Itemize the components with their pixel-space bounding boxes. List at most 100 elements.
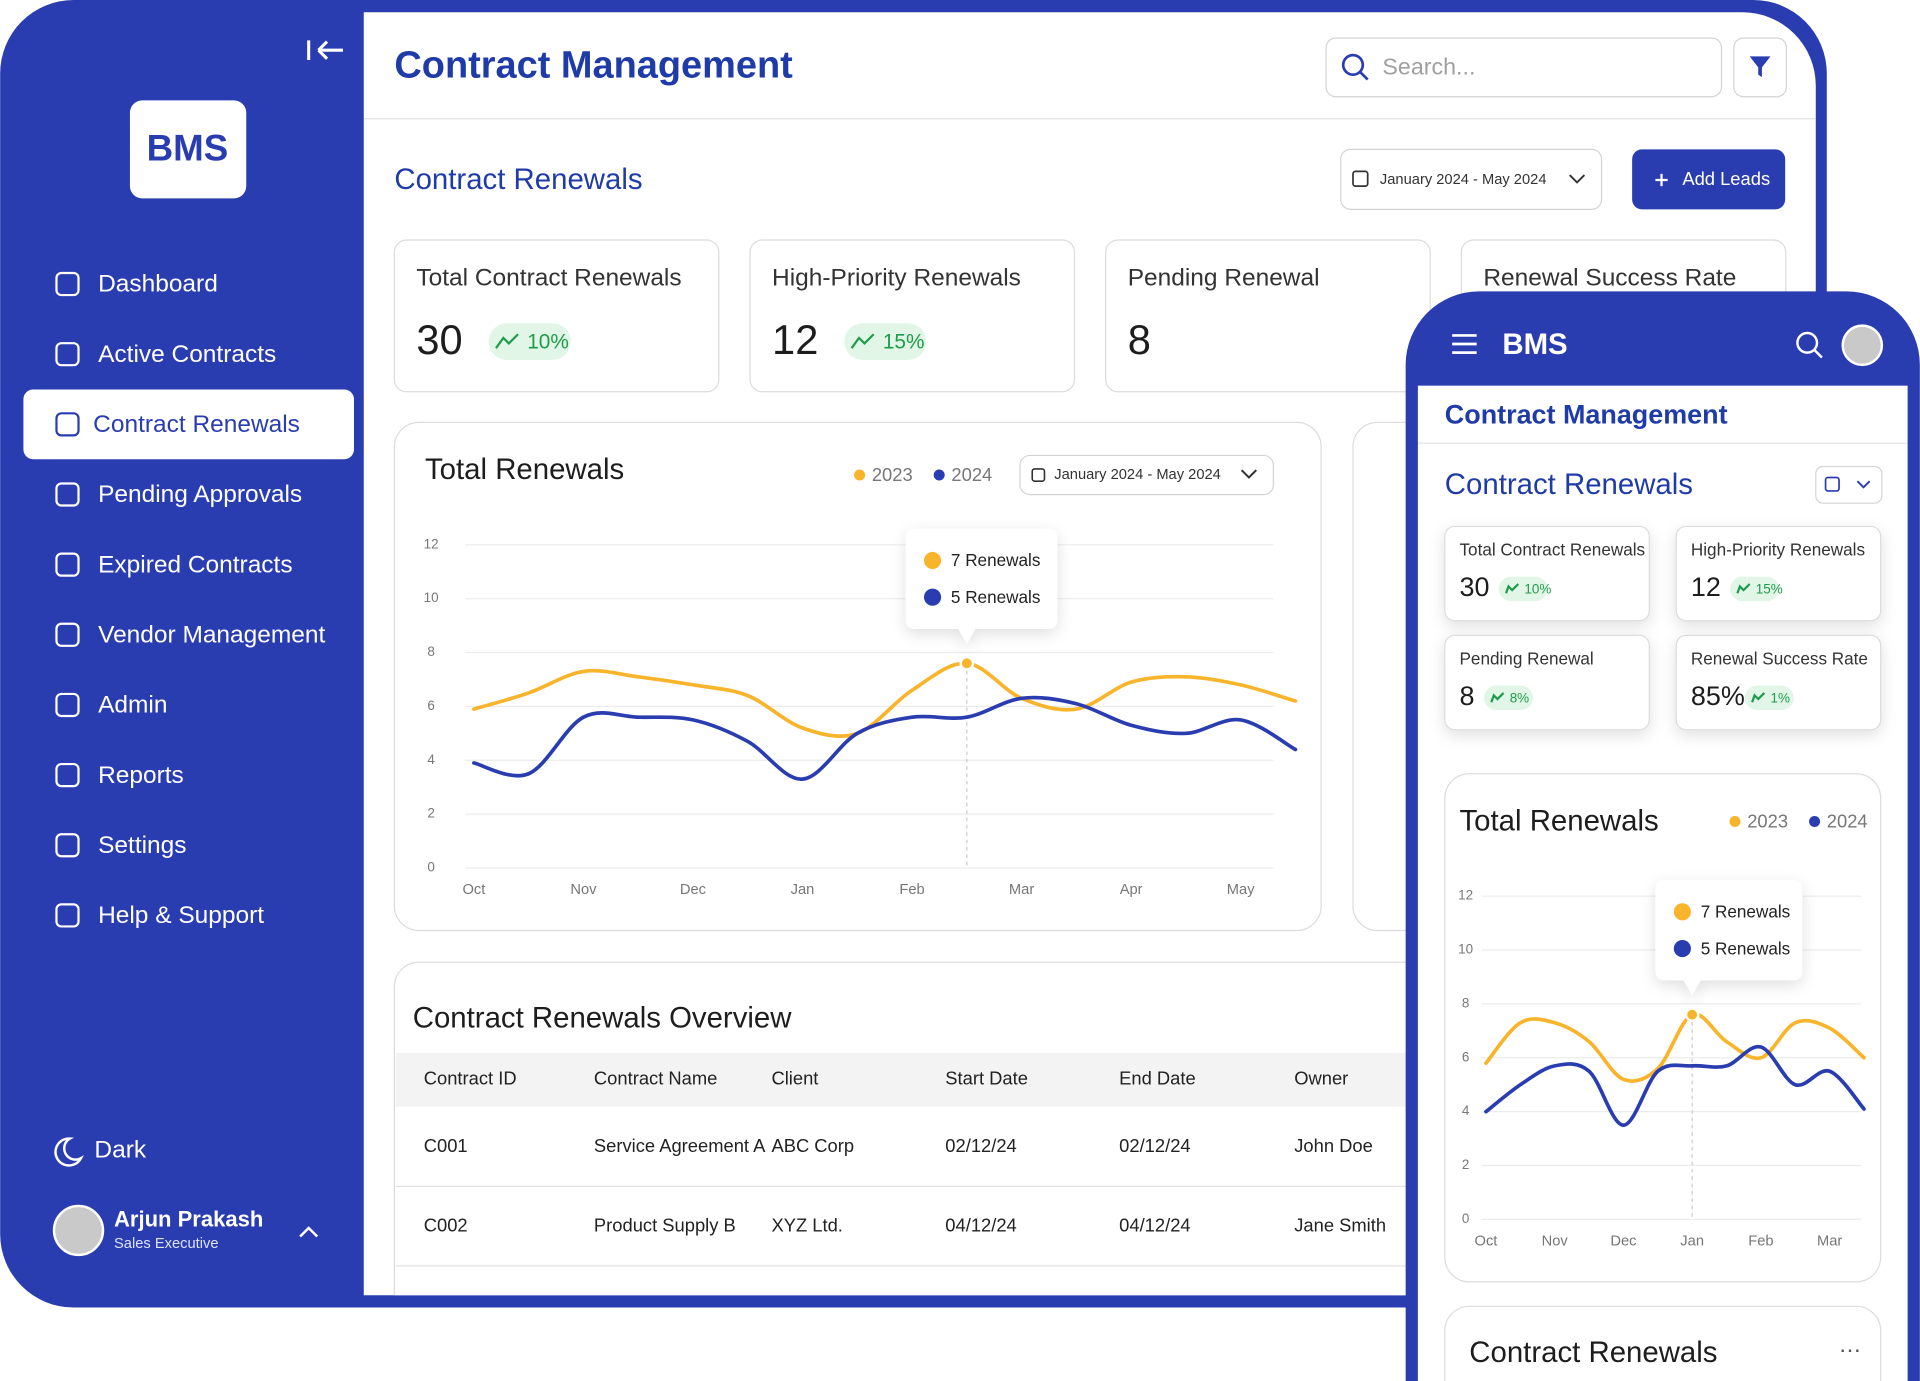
plus-icon	[1655, 173, 1668, 187]
tooltip-label: 7 Renewals	[1701, 902, 1790, 922]
tooltip	[1655, 880, 1803, 996]
y-tick-label: 0	[427, 860, 434, 875]
nav-item[interactable]: Active Contracts	[98, 341, 276, 368]
nav-icon	[55, 762, 80, 788]
tooltip-dot	[923, 551, 942, 570]
kpi-label: High-Priority Renewals	[772, 265, 1021, 292]
chevron-up[interactable]	[299, 1226, 319, 1238]
chevron-down	[1240, 469, 1257, 479]
nav-icon	[55, 833, 80, 858]
add-leads-button[interactable]	[1632, 149, 1786, 210]
nav-item[interactable]: Pending Approvals	[98, 481, 302, 508]
date-picker[interactable]	[1340, 148, 1603, 210]
kpi-label: Pending Renewal	[1460, 648, 1594, 668]
collapse-icon[interactable]	[307, 40, 343, 60]
legend-dot	[854, 469, 866, 481]
table-cell: C001	[424, 1135, 468, 1156]
nav-icon	[55, 622, 80, 647]
mobile-avatar[interactable]	[1841, 324, 1884, 367]
mobile-chart-card	[1444, 773, 1882, 1283]
legend-label: 2024	[1827, 811, 1868, 832]
column-header: Owner	[1294, 1068, 1348, 1089]
chart-date-picker[interactable]	[1019, 454, 1275, 496]
filter-icon	[1749, 56, 1771, 78]
change-value: 8%	[1510, 691, 1529, 706]
trend-icon	[1490, 692, 1505, 703]
theme-toggle[interactable]: Dark	[94, 1136, 146, 1163]
nav-item[interactable]: Settings	[98, 832, 186, 859]
avatar[interactable]	[52, 1204, 105, 1257]
more-icon[interactable]: ⋯	[1839, 1337, 1861, 1362]
change-pill	[1483, 685, 1533, 711]
legend-label: 2023	[1747, 811, 1788, 832]
x-tick-label: Jan	[1680, 1233, 1704, 1249]
y-tick-label: 4	[1462, 1103, 1470, 1118]
x-tick-label: Feb	[1748, 1233, 1773, 1249]
x-tick-label: Jan	[791, 882, 815, 898]
table-cell: 02/12/24	[945, 1135, 1016, 1156]
series-line	[1484, 1012, 1866, 1083]
mobile-search-icon[interactable]	[1796, 331, 1819, 354]
y-tick-label: 12	[424, 536, 439, 551]
kpi-value: 12	[1691, 572, 1721, 602]
x-tick-label: Oct	[1475, 1233, 1498, 1249]
legend-dot	[933, 469, 945, 481]
column-header: End Date	[1119, 1068, 1196, 1089]
x-tick-label: Feb	[899, 882, 924, 898]
menu-icon[interactable]	[1452, 334, 1477, 354]
nav-icon	[55, 271, 80, 297]
kpi-value: 85%	[1691, 681, 1745, 711]
tooltip-label: 5 Renewals	[1701, 938, 1790, 958]
x-tick-label: Dec	[1610, 1233, 1636, 1249]
trend-icon	[1736, 583, 1751, 594]
section-title: Contract Renewals	[394, 163, 642, 196]
table-header	[395, 1052, 1472, 1107]
nav-icon	[55, 692, 80, 718]
mobile-bottom-card	[1444, 1305, 1882, 1381]
nav-icon	[55, 412, 80, 437]
kpi-value: 12	[772, 316, 818, 363]
chevron-down	[1569, 174, 1586, 184]
legend-dot	[1809, 815, 1821, 828]
tooltip-label: 5 Renewals	[951, 587, 1040, 607]
column-header: Contract ID	[424, 1068, 517, 1089]
table-cell: Product Supply B	[594, 1215, 736, 1236]
nav-item[interactable]: Dashboard	[98, 271, 218, 298]
add-leads-label: Add Leads	[1682, 168, 1770, 189]
logo: BMS	[147, 127, 229, 168]
series-line	[472, 661, 1298, 738]
nav-item[interactable]: Help & Support	[98, 902, 264, 929]
column-header: Client	[771, 1068, 818, 1089]
kpi-value: 8	[1128, 316, 1151, 363]
mobile-date-picker[interactable]	[1815, 465, 1883, 504]
y-tick-label: 6	[427, 698, 434, 713]
chart-card	[393, 421, 1322, 932]
calendar-icon	[1824, 476, 1840, 492]
nav-item[interactable]: Vendor Management	[98, 621, 325, 648]
nav-item[interactable]: Contract Renewals	[93, 411, 300, 438]
kpi-value: 30	[416, 316, 462, 363]
change-value: 10%	[527, 330, 569, 353]
change-value: 10%	[1524, 582, 1551, 597]
nav-item[interactable]: Expired Contracts	[98, 551, 292, 578]
table-cell: XYZ Ltd.	[771, 1215, 842, 1236]
trend-icon	[1504, 583, 1520, 594]
kpi-label: Total Contract Renewals	[1460, 539, 1646, 559]
mobile-brand: BMS	[1502, 328, 1567, 361]
x-tick-label: Mar	[1009, 882, 1034, 898]
mobile-kpi-card	[1444, 525, 1650, 622]
nav-item[interactable]: Reports	[98, 762, 184, 789]
x-tick-label: Nov	[1542, 1233, 1569, 1249]
table-cell: Jane Smith	[1294, 1215, 1386, 1236]
tooltip-dot	[1673, 940, 1691, 958]
tooltip-label: 7 Renewals	[951, 550, 1040, 570]
nav-item[interactable]: Admin	[98, 692, 167, 719]
mobile-kpi-card	[1675, 525, 1882, 622]
table-cell: 04/12/24	[1119, 1215, 1190, 1236]
legend-label: 2023	[872, 464, 913, 485]
search-box[interactable]	[1325, 37, 1723, 98]
chevron-down	[1856, 480, 1871, 489]
tooltip-dot	[1673, 903, 1691, 921]
legend-dot	[1729, 815, 1741, 828]
